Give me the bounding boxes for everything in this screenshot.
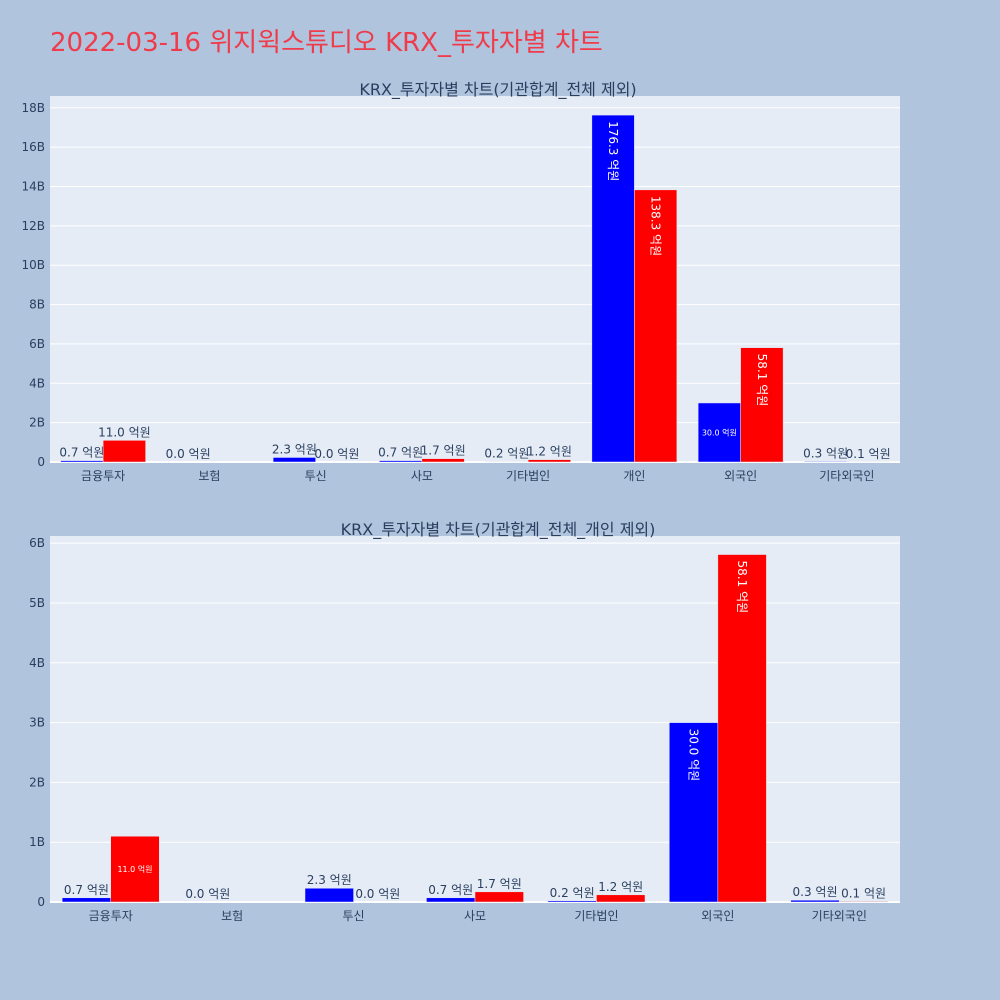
bar xyxy=(379,460,423,463)
bar xyxy=(547,900,597,903)
y-tick-label: 2B xyxy=(29,416,45,430)
data-label: 1.7 억원 xyxy=(477,877,522,891)
y-tick-label: 2B xyxy=(29,775,45,789)
x-tick-label: 사모 xyxy=(464,909,486,923)
chart-title: KRX_투자자별 차트(기관합계_전체 제외) xyxy=(359,80,636,100)
bar xyxy=(697,402,741,463)
bar xyxy=(717,554,767,903)
data-label: 0.2 억원 xyxy=(550,886,595,900)
data-label: 0.1 억원 xyxy=(846,447,891,461)
y-tick-label: 6B xyxy=(29,536,45,550)
x-tick-label: 보험 xyxy=(221,909,243,923)
bar xyxy=(740,347,784,463)
data-label: 0.0 억원 xyxy=(314,447,359,461)
data-label: 1.2 억원 xyxy=(527,445,572,459)
y-tick-label: 6B xyxy=(29,337,45,351)
page-title: 2022-03-16 위지윅스튜디오 KRX_투자자별 차트 xyxy=(50,28,603,58)
bar xyxy=(474,891,524,903)
bar xyxy=(102,440,146,463)
x-tick-label: 외국인 xyxy=(724,469,757,483)
bar xyxy=(272,457,316,463)
x-tick-label: 기타법인 xyxy=(506,469,550,483)
data-label: 0.3 억원 xyxy=(793,885,838,899)
chart-investor-excl-individual: 0 1B 2B 3B 4B 5B 6B KRX_투자자별 차트(기관합계_전체_개인 제외) 금… xyxy=(29,520,900,923)
y-tick-label: 16B xyxy=(21,140,45,154)
data-label: 0.1 억원 xyxy=(841,886,886,900)
y-tick-label: 4B xyxy=(29,376,45,390)
data-label: 11.0 억원 xyxy=(117,864,152,874)
data-label: 2.3 억원 xyxy=(307,873,352,887)
bar xyxy=(304,887,354,903)
x-tick-label: 기타외국인 xyxy=(819,469,874,483)
bar xyxy=(790,899,840,903)
x-tick-label: 사모 xyxy=(411,469,433,483)
bar xyxy=(669,722,719,903)
y-tick-label: 4B xyxy=(29,656,45,670)
y-tick-label: 8B xyxy=(29,298,45,312)
data-label: 58.1 억원 xyxy=(735,561,749,614)
x-tick-label: 투신 xyxy=(305,469,327,483)
x-tick-label: 기타외국인 xyxy=(812,909,867,923)
x-tick-label: 개인 xyxy=(623,469,645,483)
data-label: 1.2 억원 xyxy=(598,880,643,894)
y-tick-label: 5B xyxy=(29,596,45,610)
y-tick-label: 12B xyxy=(21,219,45,233)
data-label: 1.7 억원 xyxy=(421,444,466,458)
data-label: 0.7 억원 xyxy=(59,446,104,460)
y-tick-label: 0 xyxy=(37,895,45,909)
bar xyxy=(421,458,465,463)
plot-area xyxy=(50,536,900,902)
y-tick-label: 0 xyxy=(37,455,45,469)
data-label: 0.7 억원 xyxy=(378,446,423,460)
y-tick-label: 3B xyxy=(29,716,45,730)
x-tick-label: 금융투자 xyxy=(81,469,125,483)
bar xyxy=(804,461,848,463)
data-label: 0.0 억원 xyxy=(166,447,211,461)
y-tick-label: 10B xyxy=(21,258,45,272)
data-label: 0.7 억원 xyxy=(428,883,473,897)
data-label: 0.7 억원 xyxy=(64,883,109,897)
x-tick-label: 투신 xyxy=(343,909,365,923)
data-label: 0.3 억원 xyxy=(803,446,848,460)
bar xyxy=(61,897,111,903)
x-tick-label: 보험 xyxy=(198,469,220,483)
bar xyxy=(60,460,104,463)
data-label: 0.0 억원 xyxy=(355,887,400,901)
bar xyxy=(527,459,571,463)
bar xyxy=(596,894,646,903)
data-label: 176.3 억원 xyxy=(606,121,620,181)
bar xyxy=(591,114,635,463)
bar xyxy=(110,835,160,903)
x-tick-label: 금융투자 xyxy=(89,909,133,923)
y-tick-label: 1B xyxy=(29,835,45,849)
bar xyxy=(839,901,889,903)
y-tick-label: 18B xyxy=(21,101,45,115)
data-label: 138.3 억원 xyxy=(649,196,663,256)
chart-title: KRX_투자자별 차트(기관합계_전체_개인 제외) xyxy=(341,520,656,540)
data-label: 58.1 억원 xyxy=(755,354,769,407)
data-label: 11.0 억원 xyxy=(98,425,151,439)
data-label: 2.3 억원 xyxy=(272,442,317,456)
data-label: 30.0 억원 xyxy=(687,729,701,782)
x-tick-label: 기타법인 xyxy=(574,909,618,923)
data-label: 30.0 억원 xyxy=(702,427,737,437)
data-label: 0.0 억원 xyxy=(185,887,230,901)
x-tick-label: 외국인 xyxy=(701,909,734,923)
data-label: 0.2 억원 xyxy=(484,447,529,461)
y-tick-label: 14B xyxy=(21,180,45,194)
bar xyxy=(426,897,476,903)
bar xyxy=(634,189,678,463)
chart-investor-all: 0 2B 4B 6B 8B 10B 12B 14B 16B 18B KRX_투자자별 차트(기관합계… xyxy=(21,80,900,483)
